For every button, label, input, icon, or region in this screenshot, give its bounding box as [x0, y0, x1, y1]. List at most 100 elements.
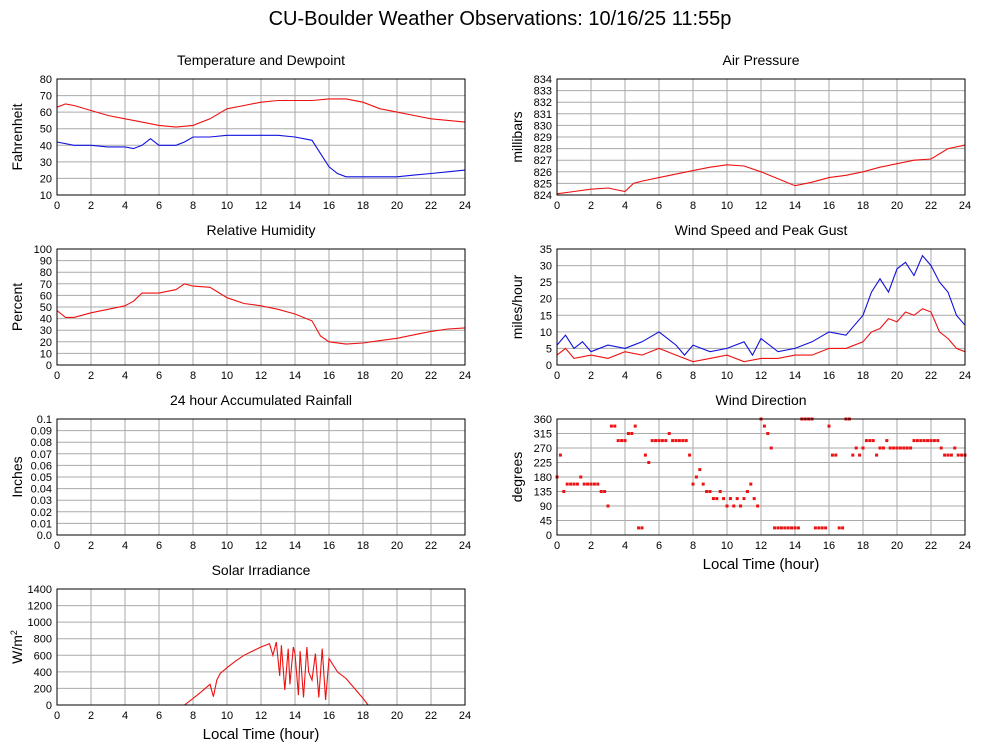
- wind-y-tick-label: 5: [546, 343, 552, 355]
- winddir-point: [691, 482, 695, 486]
- winddir-point: [902, 446, 906, 450]
- pressure-y-tick-label: 826: [534, 167, 552, 179]
- rain-y-tick-label: 0.05: [31, 472, 52, 484]
- humidity-x-tick-label: 14: [289, 370, 301, 382]
- winddir-point: [569, 482, 573, 486]
- solar-x-tick-label: 4: [122, 710, 128, 722]
- winddir-x-tick-label: 22: [925, 540, 937, 552]
- temp-y-tick-label: 70: [40, 91, 52, 103]
- rain-x-tick-label: 18: [357, 540, 369, 552]
- humidity-y-tick-label: 70: [40, 279, 52, 291]
- winddir-point: [684, 439, 688, 443]
- temp-x-tick-label: 6: [156, 200, 162, 212]
- solar-y-tick-label: 400: [34, 667, 52, 679]
- solar-x-tick-label: 0: [54, 710, 60, 722]
- pressure-x-tick-label: 14: [789, 200, 801, 212]
- humidity-title: Relative Humidity: [207, 222, 316, 238]
- humidity-plot-frame: [56, 248, 466, 366]
- humidity-x-tick-label: 4: [122, 370, 128, 382]
- winddir-point: [705, 490, 709, 493]
- winddir-point: [609, 424, 613, 428]
- winddir-y-tick-label: 180: [534, 472, 552, 484]
- wind-y-tick-label: 20: [540, 294, 552, 306]
- winddir-point: [861, 446, 865, 450]
- winddir-y-tick-label: 45: [540, 516, 552, 528]
- winddir-point: [773, 526, 777, 530]
- temp-y-tick-label: 40: [40, 140, 52, 152]
- winddir-point: [606, 504, 610, 508]
- winddir-point: [572, 482, 576, 486]
- solar-x-tick-label: 22: [425, 710, 437, 722]
- temp-plot-frame: [56, 78, 466, 196]
- winddir-x-tick-label: 18: [857, 540, 869, 552]
- winddir-point: [599, 490, 603, 493]
- solar-x-tick-label: 8: [190, 710, 196, 722]
- winddir-x-tick-label: 0: [554, 540, 560, 552]
- winddir-point: [939, 446, 943, 450]
- winddir-point: [898, 446, 902, 450]
- winddir-point: [932, 439, 936, 443]
- pressure-x-tick-label: 16: [823, 200, 835, 212]
- winddir-point: [698, 468, 702, 472]
- winddir-point: [851, 453, 855, 457]
- winddir-point: [888, 446, 892, 450]
- winddir-point: [732, 504, 736, 508]
- pressure-y-tick-label: 832: [534, 97, 552, 109]
- temp-x-tick-label: 16: [323, 200, 335, 212]
- winddir-point: [701, 482, 705, 486]
- winddir-point: [558, 453, 562, 457]
- humidity-x-tick-label: 0: [54, 370, 60, 382]
- humidity-x-tick-label: 10: [221, 370, 233, 382]
- humidity-y-axis-label: Percent: [9, 283, 25, 331]
- rain-x-tick-label: 8: [190, 540, 196, 552]
- winddir-point: [960, 453, 964, 457]
- humidity-y-tick-label: 20: [40, 337, 52, 349]
- winddir-point: [562, 490, 566, 493]
- winddir-point: [929, 439, 933, 443]
- wind-grid: [556, 248, 966, 366]
- pressure-x-tick-label: 0: [554, 200, 560, 212]
- winddir-point: [711, 497, 715, 501]
- temp-x-tick-label: 4: [122, 200, 128, 212]
- pressure-title: Air Pressure: [722, 52, 799, 68]
- humidity-y-tick-label: 40: [40, 314, 52, 326]
- wind-x-tick-label: 8: [690, 370, 696, 382]
- page-title: CU-Boulder Weather Observations: 10/16/2…: [268, 8, 732, 30]
- pressure-y-tick-label: 830: [534, 120, 552, 132]
- winddir-point: [820, 526, 824, 530]
- humidity-y-tick-label: 30: [40, 325, 52, 337]
- wind-y-tick-label: 10: [540, 327, 552, 339]
- temp-series-line-1: [56, 134, 466, 178]
- winddir-point: [647, 461, 651, 464]
- rain-y-tick-label: 0.08: [31, 437, 52, 449]
- pressure-x-tick-label: 10: [721, 200, 733, 212]
- rain-y-axis-label: Inches: [9, 456, 25, 497]
- rain-grid: [56, 418, 466, 536]
- wind-x-tick-label: 16: [823, 370, 835, 382]
- winddir-point: [936, 439, 940, 443]
- solar-series-line-0: [57, 641, 465, 706]
- temp-x-tick-label: 18: [357, 200, 369, 212]
- rain-x-tick-label: 10: [221, 540, 233, 552]
- winddir-point: [616, 439, 620, 443]
- rain-y-tick-label: 0.1: [37, 414, 52, 426]
- rain-plot-frame: [56, 418, 466, 536]
- winddir-point: [654, 439, 658, 443]
- wind-y-axis-label: miles/hour: [509, 274, 525, 339]
- solar-x-tick-label: 20: [391, 710, 403, 722]
- winddir-y-tick-label: 270: [534, 443, 552, 455]
- temp-x-tick-label: 2: [88, 200, 94, 212]
- rain-x-tick-label: 24: [459, 540, 471, 552]
- temp-grid: [56, 78, 466, 196]
- solar-y-tick-label: 600: [34, 650, 52, 662]
- winddir-point: [892, 446, 896, 450]
- rain-y-tick-label: 0.07: [31, 449, 52, 461]
- winddir-point: [827, 424, 831, 428]
- winddir-x-tick-label: 14: [789, 540, 801, 552]
- pressure-x-tick-label: 6: [656, 200, 662, 212]
- winddir-point: [830, 453, 834, 457]
- winddir-point: [912, 439, 916, 443]
- humidity-x-tick-label: 24: [459, 370, 471, 382]
- solar-plot-frame: [56, 588, 466, 706]
- winddir-plot-frame: [556, 418, 966, 536]
